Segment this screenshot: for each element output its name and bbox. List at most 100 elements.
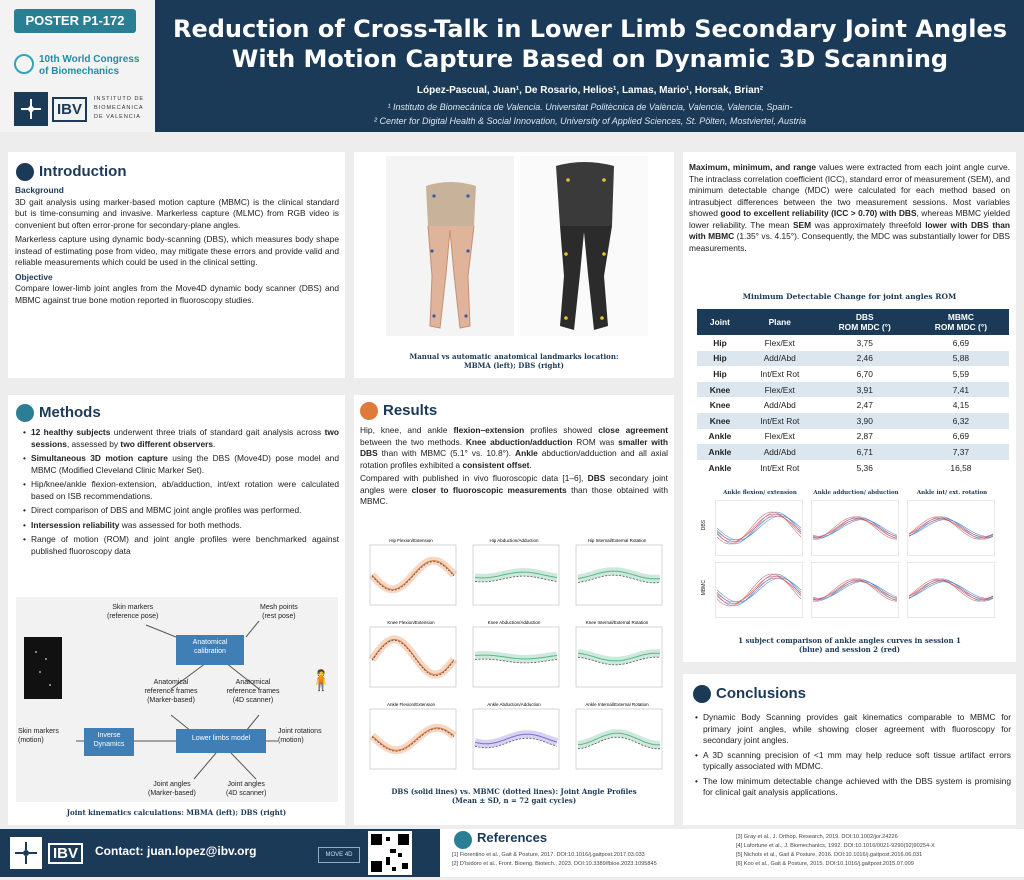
dbs-line xyxy=(577,652,661,662)
diag-anat-cal: Anatomical calibration xyxy=(192,639,228,655)
table-cell: Hip xyxy=(713,337,727,348)
section-dot-icon xyxy=(693,685,711,703)
diag-mesh: Mesh points (rest pose) xyxy=(260,604,298,620)
references-right: [3] Gray et al., J. Orthop. Research, 20… xyxy=(736,834,935,867)
header-logos: POSTER P1-172 10th World Congress of Biom… xyxy=(0,0,155,132)
results-heading: Results xyxy=(383,402,438,419)
diag-ja-scanner: Joint angles (4D scanner) xyxy=(226,781,267,797)
table-cell: 6,69 xyxy=(952,431,970,442)
session2-line xyxy=(716,511,802,545)
session2-line xyxy=(908,516,994,540)
table-cell: 5,59 xyxy=(952,368,970,379)
conclusions-text: Dynamic Body Scanning provides gait kine… xyxy=(685,712,1011,802)
profile-plot: Ankle Internal/External Rotation xyxy=(575,702,663,770)
dbs-line xyxy=(577,732,661,746)
session2-line xyxy=(716,575,802,605)
mdc-table-title: Minimum Detectable Change for joint angl… xyxy=(742,292,957,301)
section-dot-icon xyxy=(16,404,34,422)
conclusions-heading: Conclusions xyxy=(716,685,807,702)
ibv-text: IBV xyxy=(52,97,88,122)
table-cell: Ankle xyxy=(708,431,732,442)
session2-line xyxy=(716,573,802,607)
table-cell: 5,88 xyxy=(912,350,1009,367)
ankle-col-title: Ankle adduction/ abduction xyxy=(813,490,899,496)
session1-line xyxy=(812,516,898,540)
ankle-plot xyxy=(907,562,995,618)
profile-plot: Ankle Abduction/Adduction xyxy=(472,702,560,770)
introduction-heading: Introduction xyxy=(39,163,127,180)
session2-line xyxy=(812,516,898,540)
table-cell: 4,15 xyxy=(952,400,970,411)
session2-line xyxy=(908,579,994,601)
session1-line xyxy=(716,515,802,541)
affiliation-2: ² Center for Digital Health & Social Inn… xyxy=(373,116,807,126)
ankle-col-title: Ankle flexion/ extension xyxy=(723,490,797,496)
results-text: Hip, knee, and ankle flexion–extension p… xyxy=(360,425,669,506)
profile-plot: Hip Abduction/Adduction xyxy=(472,538,560,606)
joint-angle-grid: Hip Flexion/Extension Hip Abduction/Adduc… xyxy=(362,535,666,775)
table-cell: Int/Ext Rot xyxy=(742,412,817,429)
congress-line2: of Biomechanics xyxy=(39,66,120,77)
table-cell: Flex/Ext xyxy=(742,381,817,398)
profile-plot: Knee Flexion/Extension xyxy=(368,620,458,688)
table-cell: 7,37 xyxy=(912,444,1009,460)
table-row: Ankle Int/Ext Rot 5,36 16,58 xyxy=(697,460,1009,476)
contact-email[interactable]: Contact: juan.lopez@ibv.org xyxy=(95,844,257,858)
table-cell: Hip xyxy=(697,350,743,367)
profile-title: Hip Internal/External Rotation xyxy=(588,538,647,543)
ibv-mark-icon xyxy=(14,92,48,126)
table-row: Ankle Flex/Ext 2,87 6,69 xyxy=(697,429,1009,445)
table-cell: Ankle xyxy=(697,444,743,460)
methods-heading: Methods xyxy=(39,404,101,421)
qr-code-icon[interactable] xyxy=(368,831,412,875)
results-panel: Results Hip, knee, and ankle flexion–ext… xyxy=(354,395,674,825)
session1-line xyxy=(908,581,994,599)
conclusions-panel: Conclusions Dynamic Body Scanning provid… xyxy=(683,674,1016,825)
table-cell: Int/Ext Rot xyxy=(760,368,800,379)
profile-title: Ankle Flexion/Extension xyxy=(387,702,436,707)
ankle-plot xyxy=(811,562,899,618)
manual-landmarks-image xyxy=(386,156,514,336)
profile-plot: Knee Abduction/Adduction xyxy=(472,620,560,688)
table-row: Hip Int/Ext Rot 6,70 5,59 xyxy=(697,366,1009,382)
session1-line xyxy=(716,573,802,607)
references-box: References [1] Fiorentino et al., Gait &… xyxy=(440,829,730,877)
diag-lower-limb: Lower limbs model xyxy=(191,735,251,742)
profile-title: Knee Flexion/Extension xyxy=(387,620,435,625)
references-box-right: [3] Gray et al., J. Orthop. Research, 20… xyxy=(730,829,1024,877)
table-cell: Ankle xyxy=(708,462,732,473)
poster-footer: IBV Contact: juan.lopez@ibv.org MOVE 4D … xyxy=(0,829,1024,877)
methods-panel: Methods 12 healthy subjects underwent th… xyxy=(8,395,345,825)
diag-arf-scanner: Anatomical reference frames (4D scanner) xyxy=(226,679,280,704)
profile-plot: Hip Flexion/Extension xyxy=(369,538,458,606)
dbs-line xyxy=(371,727,455,751)
introduction-text: Background 3D gait analysis using marker… xyxy=(15,185,339,305)
dbs-line xyxy=(474,733,558,745)
affiliation-1: ¹ Instituto de Biomecánica de Valencia. … xyxy=(387,102,793,112)
references-heading: References xyxy=(477,830,548,845)
session2-line xyxy=(908,578,994,602)
ankle-row-label: DBS xyxy=(701,520,707,531)
session2-line xyxy=(908,517,994,539)
session1-line xyxy=(812,519,898,537)
ankle-plot xyxy=(811,500,899,556)
table-cell: 3,91 xyxy=(816,381,913,398)
session1-line xyxy=(716,511,802,545)
diag-skin-ref: Skin markers (reference pose) xyxy=(107,604,159,620)
methods-caption: Joint kinematics calculations: MBMA (lef… xyxy=(66,808,287,817)
profile-plot: Hip Internal/External Rotation xyxy=(575,538,663,606)
table-row: Knee Add/Abd 2,47 4,15 xyxy=(697,397,1009,413)
table-cell: Knee xyxy=(697,381,743,398)
table-cell: 6,32 xyxy=(912,412,1009,429)
mdc-header-1: Plane xyxy=(742,309,817,335)
reliability-panel: Maximum, minimum, and range values were … xyxy=(683,152,1016,662)
mbmc-line xyxy=(371,728,455,752)
poster-title: Reduction of Cross-Talk in Lower Limb Se… xyxy=(172,15,1008,73)
table-cell: 5,36 xyxy=(856,462,873,473)
reliability-text: Maximum, minimum, and range values were … xyxy=(689,162,1010,253)
profile-title: Ankle Abduction/Adduction xyxy=(487,702,541,707)
mbmc-line xyxy=(371,561,455,591)
ankle-curves-grid: Ankle flexion/ extension Ankle adduction/… xyxy=(701,490,1001,625)
session1-line xyxy=(812,578,898,602)
session1-line xyxy=(716,577,802,603)
